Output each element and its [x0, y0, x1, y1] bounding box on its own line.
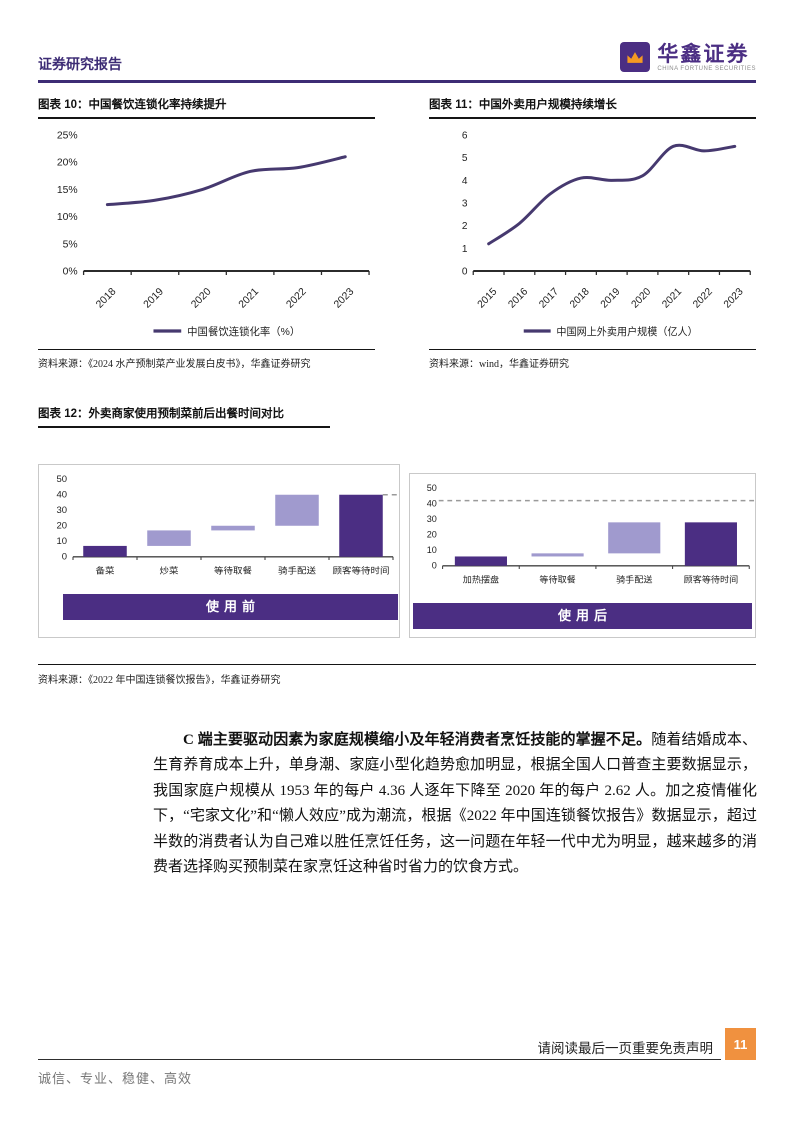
svg-text:2018: 2018	[94, 286, 118, 310]
figure-12: 图表 12：外卖商家使用预制菜前后出餐时间对比 0 10 20 30 40 50 备菜 炒菜等…	[38, 404, 756, 686]
header-rule	[38, 80, 756, 83]
svg-text:30: 30	[56, 505, 67, 515]
svg-text:20%: 20%	[57, 157, 78, 168]
svg-text:中国网上外卖用户规模（亿人）: 中国网上外卖用户规模（亿人）	[556, 324, 697, 337]
figure-11-source: 资料来源：wind，华鑫证券研究	[429, 348, 756, 370]
brand-logo-icon	[620, 42, 651, 72]
svg-text:15%: 15%	[57, 184, 78, 195]
svg-text:0%: 0%	[63, 266, 78, 277]
svg-text:2017: 2017	[537, 286, 561, 311]
chart-after-premade: 0 10 20 30 40 50 加热摆盘 等待取餐 骑手配送 顾客等待时间	[427, 483, 755, 584]
svg-text:40: 40	[56, 490, 67, 500]
waterfall-row: 0 10 20 30 40 50 备菜 炒菜 等待取餐 骑手配送 顾客等待时间 使用前 0 10 20 3…	[38, 463, 756, 638]
brand-name: 华鑫证券	[657, 41, 750, 66]
svg-text:加热摆盘: 加热摆盘	[463, 573, 499, 584]
svg-text:2: 2	[462, 221, 468, 232]
svg-text:0: 0	[462, 266, 468, 277]
svg-text:10%: 10%	[57, 212, 78, 223]
paragraph-body-text: 随着结婚成本、生育养育成本上升，单身潮、家庭小型化趋势愈加明显，根据全国人口普查…	[153, 731, 757, 876]
svg-text:3: 3	[462, 198, 468, 209]
figure-12-title: 图表 12：外卖商家使用预制菜前后出餐时间对比	[38, 405, 330, 428]
svg-text:6: 6	[462, 130, 468, 141]
svg-text:0: 0	[432, 560, 437, 570]
svg-text:顾客等待时间: 顾客等待时间	[333, 564, 390, 575]
svg-text:2021: 2021	[661, 286, 685, 311]
brand-name-en: CHINA FORTUNE SECURITIES	[657, 65, 756, 72]
svg-text:25%: 25%	[57, 130, 78, 141]
figures-row: 图表 10：中国餐饮连锁化率持续提升 0% 5% 10% 15% 20% 25% 2018 2…	[38, 96, 756, 370]
svg-text:50: 50	[56, 474, 67, 484]
footer-motto: 诚信、专业、稳健、高效	[38, 1071, 193, 1086]
footer-disclaimer: 请阅读最后一页重要免责声明	[527, 1037, 721, 1060]
brand-logo: 华鑫证券 CHINA FORTUNE SECURITIES	[620, 42, 756, 72]
body-paragraph: C 端主要驱动因素为家庭规模缩小及年轻消费者烹饪技能的掌握不足。随着结婚成本、生…	[153, 728, 757, 881]
svg-text:中国餐饮连锁化率（%）: 中国餐饮连锁化率（%）	[187, 324, 300, 337]
svg-text:2019: 2019	[142, 286, 166, 310]
svg-text:骑手配送: 骑手配送	[616, 573, 652, 584]
svg-text:50: 50	[427, 483, 437, 493]
chart-takeout-users: 0 1 2 3 4 5 6 2015 2016 2017 2018 2019 2020 2021 2022 2…	[462, 130, 751, 338]
footer-rule	[38, 1059, 528, 1060]
waterfall-panel-before: 0 10 20 30 40 50 备菜 炒菜 等待取餐 骑手配送 顾客等待时间 使用前	[38, 463, 400, 638]
svg-text:4: 4	[462, 175, 468, 186]
banner-after: 使用后	[413, 602, 752, 629]
svg-text:20: 20	[427, 529, 437, 539]
chart-restaurant-chain-rate: 0% 5% 10% 15% 20% 25% 2018 2019 2020 2021 2022 2023…	[57, 130, 370, 338]
brand-text: 华鑫证券 CHINA FORTUNE SECURITIES	[657, 43, 756, 72]
svg-text:10: 10	[56, 536, 67, 546]
svg-text:10: 10	[427, 545, 437, 555]
figure-10: 图表 10：中国餐饮连锁化率持续提升 0% 5% 10% 15% 20% 25% 2018 2…	[38, 96, 375, 370]
chart-before-premade: 0 10 20 30 40 50 备菜 炒菜 等待取餐 骑手配送 顾客等待时间	[56, 474, 399, 575]
svg-text:5%: 5%	[63, 239, 78, 250]
svg-text:2020: 2020	[189, 286, 213, 310]
svg-text:30: 30	[427, 514, 437, 524]
svg-text:40: 40	[427, 498, 437, 508]
figure-11-title: 图表 11：中国外卖用户规模持续增长	[429, 96, 756, 119]
svg-text:5: 5	[462, 153, 468, 164]
report-type-label: 证券研究报告	[38, 58, 122, 73]
svg-text:2020: 2020	[630, 286, 654, 311]
svg-text:顾客等待时间: 顾客等待时间	[684, 573, 739, 584]
svg-text:20: 20	[56, 521, 67, 531]
svg-text:1: 1	[462, 243, 468, 254]
svg-text:等待取餐: 等待取餐	[214, 564, 252, 575]
waterfall-panel-after: 0 10 20 30 40 50 加热摆盘 等待取餐 骑手配送 顾客等待时间 使用后	[409, 472, 756, 638]
svg-text:骑手配送: 骑手配送	[278, 564, 316, 575]
footer: 请阅读最后一页重要免责声明 11	[38, 1026, 756, 1060]
figure-10-source: 资料来源：《2024 水产预制菜产业发展白皮书》，华鑫证券研究	[38, 348, 375, 370]
svg-text:2016: 2016	[507, 286, 531, 311]
svg-text:备菜: 备菜	[96, 564, 115, 575]
svg-text:炒菜: 炒菜	[160, 564, 179, 575]
svg-text:等待取餐: 等待取餐	[539, 573, 575, 584]
svg-text:0: 0	[62, 552, 67, 562]
svg-text:2023: 2023	[332, 286, 356, 310]
paragraph-lead-bold: C 端主要驱动因素为家庭规模缩小及年轻消费者烹饪技能的掌握不足。	[183, 731, 652, 748]
svg-text:2023: 2023	[722, 286, 746, 311]
svg-text:2022: 2022	[285, 286, 309, 310]
header: 证券研究报告 华鑫证券 CHINA FORTUNE SECURITIES	[38, 0, 756, 74]
svg-text:2022: 2022	[691, 286, 715, 311]
figure-12-source: 资料来源：《2022 年中国连锁餐饮报告》，华鑫证券研究	[38, 663, 756, 686]
banner-before: 使用前	[63, 593, 398, 620]
svg-text:2021: 2021	[237, 286, 261, 310]
page-number-badge: 11	[725, 1028, 756, 1060]
svg-text:2019: 2019	[599, 286, 623, 311]
svg-text:2015: 2015	[476, 286, 500, 311]
figure-11: 图表 11：中国外卖用户规模持续增长 0 1 2 3 4 5 6 2015 2016 2017 20…	[429, 96, 756, 370]
svg-text:2018: 2018	[568, 286, 592, 311]
figure-10-title: 图表 10：中国餐饮连锁化率持续提升	[38, 96, 375, 119]
